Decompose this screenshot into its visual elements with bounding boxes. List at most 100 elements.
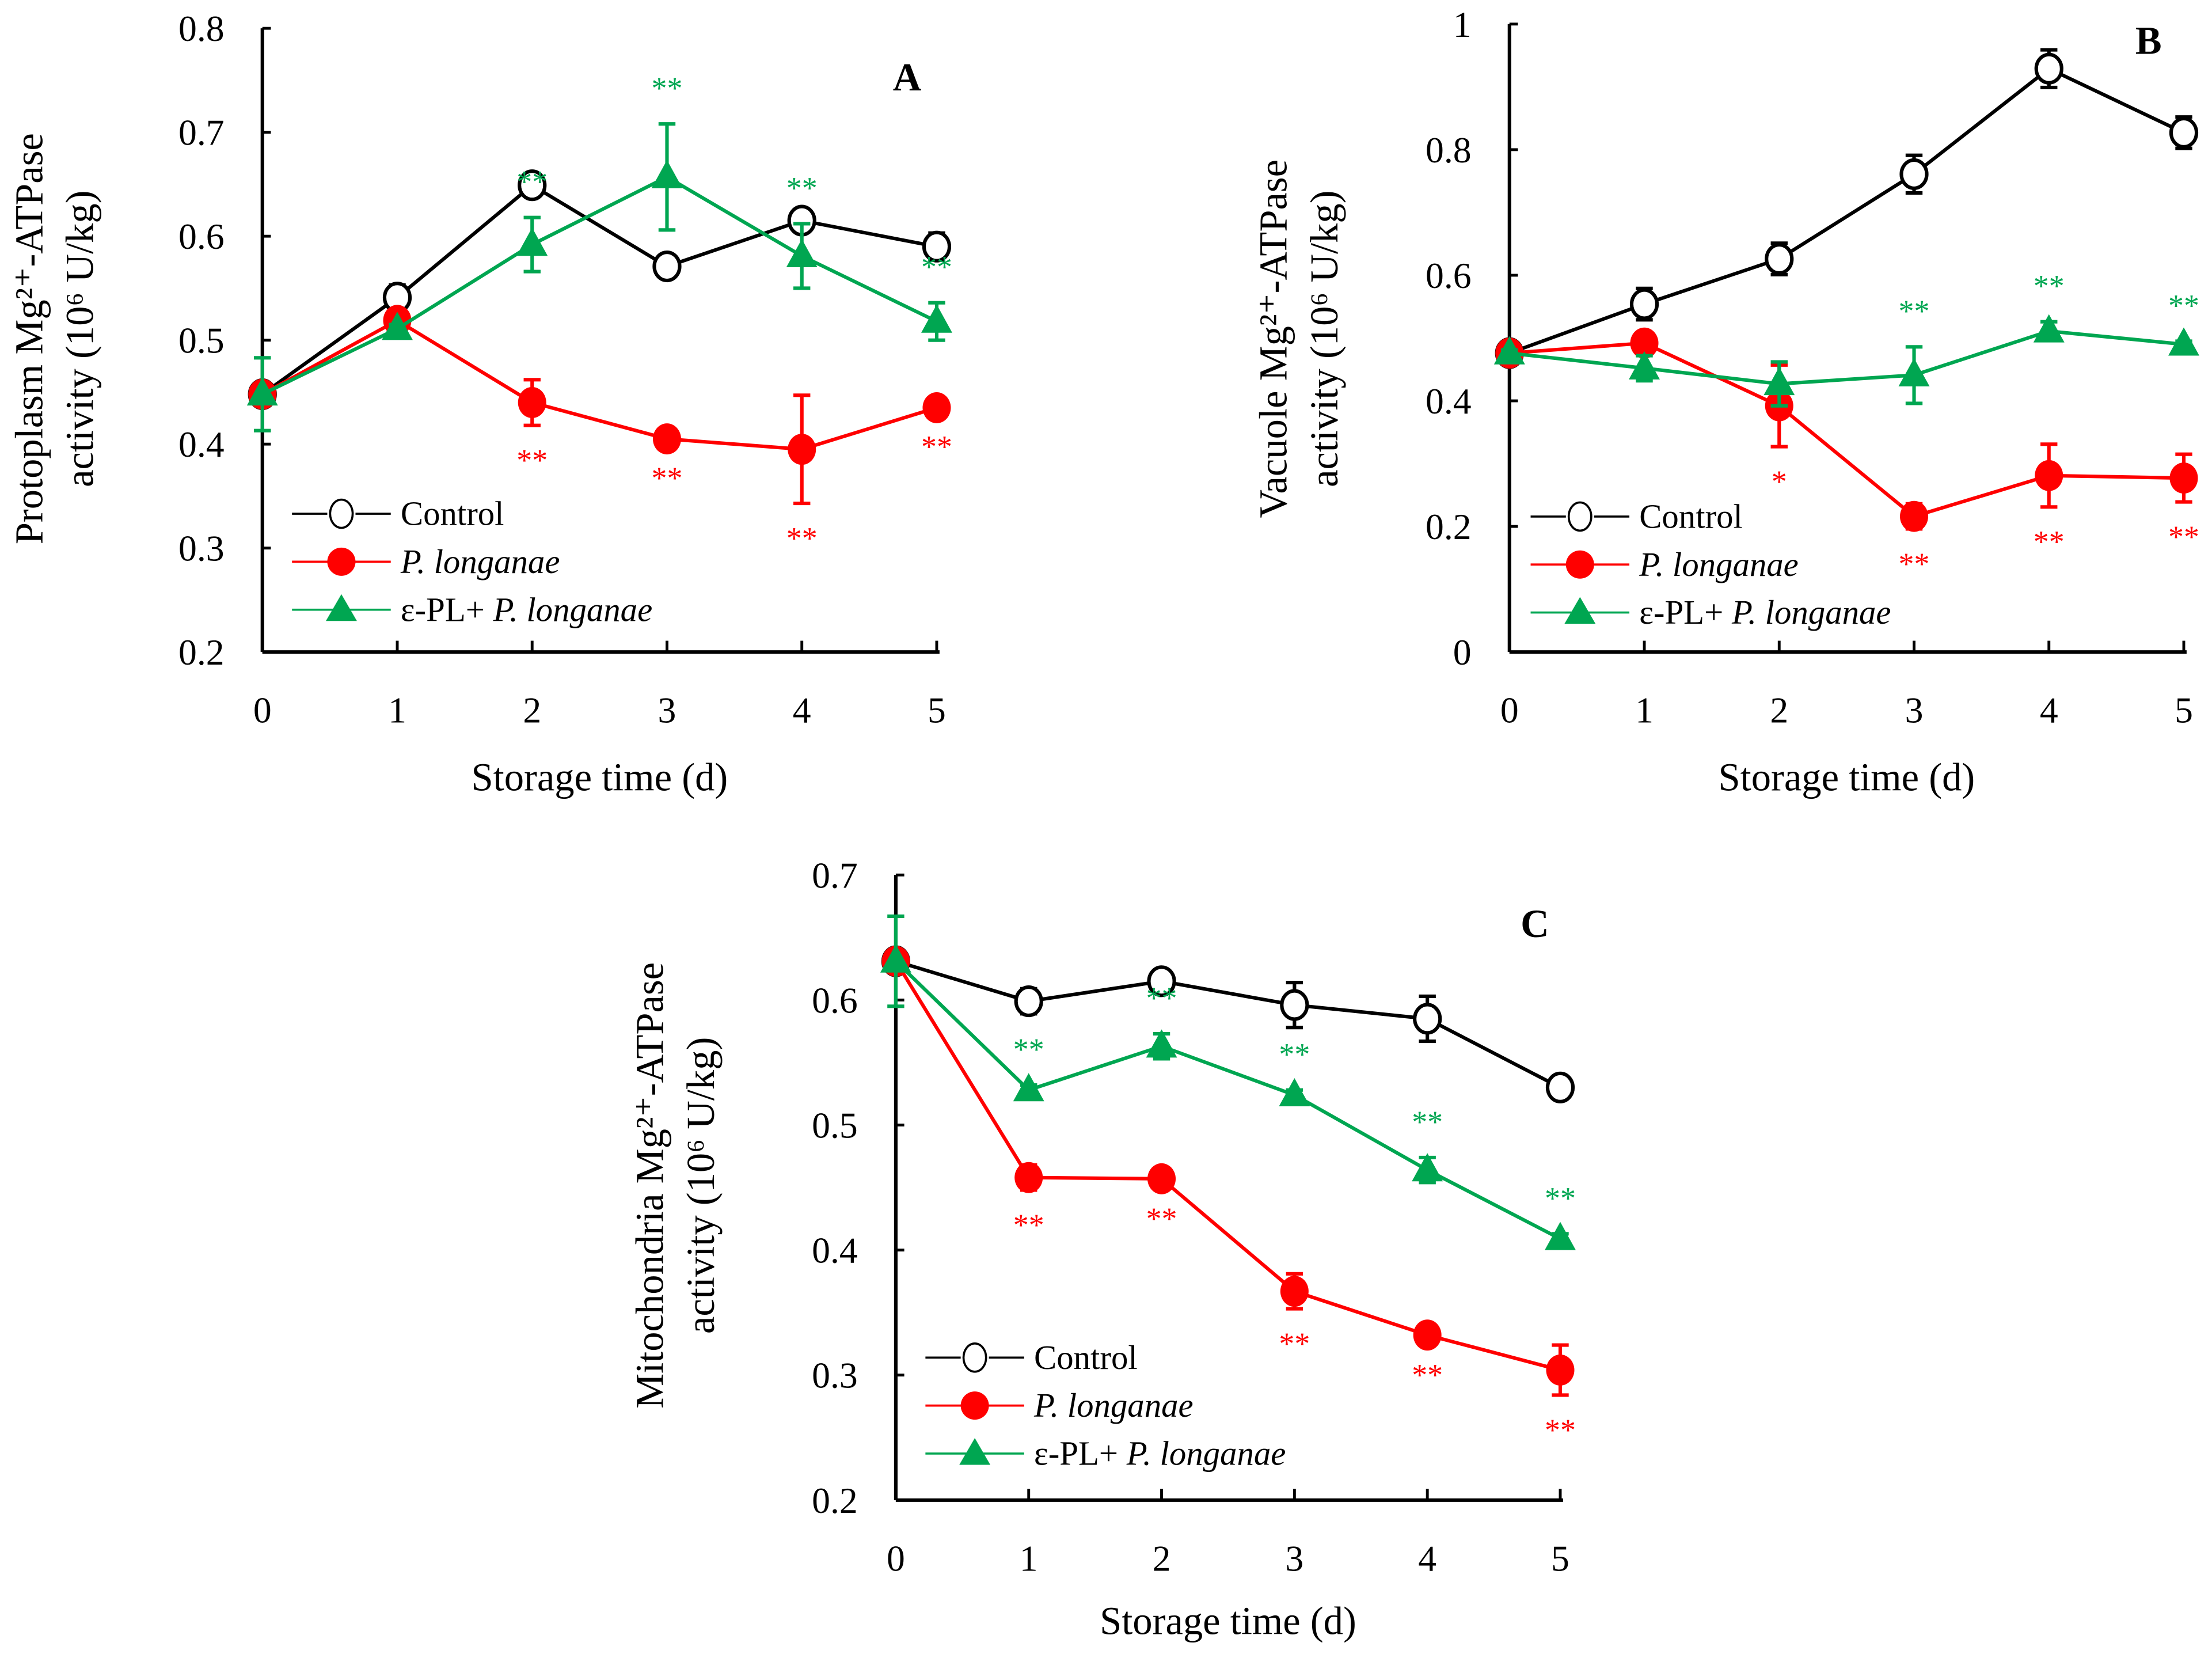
y-tick-label: 0.8 bbox=[1426, 130, 1472, 170]
data-point-triangle bbox=[1412, 1153, 1443, 1182]
x-tick-label: 5 bbox=[2175, 690, 2193, 731]
legend-epl-prefix: ε-PL+ bbox=[1034, 1435, 1127, 1473]
y-tick-label: 0.7 bbox=[178, 112, 225, 153]
legend-label-control: Control bbox=[1034, 1339, 1138, 1376]
data-point-circle-filled bbox=[1546, 1355, 1575, 1386]
significance-marker: ** bbox=[921, 430, 952, 464]
data-point-circle-open bbox=[1280, 989, 1309, 1021]
y-tick-label: 0.4 bbox=[1426, 381, 1472, 422]
data-point-triangle bbox=[1146, 1029, 1177, 1058]
significance-marker: ** bbox=[1545, 1413, 1576, 1447]
series-line bbox=[1509, 329, 2184, 386]
significance-marker: ** bbox=[786, 170, 818, 205]
data-point-circle-filled bbox=[2169, 462, 2198, 494]
significance-marker: ** bbox=[516, 165, 548, 199]
data-point-triangle bbox=[786, 239, 818, 268]
legend-circle-filled-icon bbox=[327, 547, 356, 576]
y-tick-label: 0.2 bbox=[178, 632, 225, 673]
significance-marker: ** bbox=[2168, 288, 2199, 323]
significance-marker: ** bbox=[1279, 1326, 1310, 1361]
legend-circle-filled-icon bbox=[1565, 550, 1594, 579]
y-axis-label: activity (10⁶ U/kg) bbox=[58, 191, 102, 487]
data-point-circle-open bbox=[922, 230, 952, 263]
series-line bbox=[1509, 341, 2184, 519]
legend-label-epl: ε-PL+ P. longanae bbox=[1034, 1435, 1286, 1473]
series-line bbox=[895, 959, 1561, 1090]
series-line bbox=[1508, 66, 2185, 355]
series-pathogen: ** ** ** ** bbox=[248, 305, 952, 555]
legend-triangle-icon bbox=[959, 1437, 991, 1465]
data-point-triangle bbox=[1898, 358, 1930, 386]
series-pathogen: ** ** ** ** ** bbox=[881, 946, 1576, 1447]
x-tick-label: 4 bbox=[2040, 690, 2058, 731]
x-axis-label: Storage time (d) bbox=[1100, 1599, 1356, 1643]
x-tick-label: 0 bbox=[887, 1538, 905, 1579]
significance-marker: ** bbox=[1146, 981, 1177, 1015]
x-tick-label: 4 bbox=[1418, 1538, 1436, 1579]
y-tick-label: 0.6 bbox=[1426, 255, 1472, 296]
panel-c: 0.2 0.3 0.4 0.5 0.6 0.7 0 1 2 3 4 5 Storage time (d)… bbox=[628, 855, 1576, 1643]
significance-marker: ** bbox=[1279, 1037, 1310, 1072]
data-point-circle-open bbox=[1629, 288, 1659, 320]
y-axis-label: Vacuole Mg²⁺-ATPase bbox=[1252, 160, 1295, 518]
legend-epl-species: P. longanae bbox=[1126, 1435, 1286, 1473]
x-tick-label: 2 bbox=[1153, 1538, 1171, 1579]
y-tick-label: 0.3 bbox=[812, 1355, 858, 1396]
y-tick-label: 0.5 bbox=[812, 1105, 858, 1146]
data-point-circle-filled bbox=[1147, 1163, 1176, 1194]
panel-a: 0.2 0.3 0.4 0.5 0.6 0.7 0.8 0 1 2 3 4 5 Storage time … bbox=[7, 8, 952, 799]
significance-marker: ** bbox=[1545, 1181, 1576, 1215]
legend-circle-open-icon bbox=[962, 1342, 987, 1373]
significance-marker: ** bbox=[2034, 269, 2065, 304]
significance-marker: ** bbox=[2168, 519, 2199, 554]
significance-marker: * bbox=[1772, 464, 1787, 499]
legend-label-control: Control bbox=[401, 495, 504, 533]
data-point-circle-filled bbox=[1280, 1276, 1309, 1307]
data-point-circle-filled bbox=[1014, 1162, 1043, 1193]
y-tick-label: 0.6 bbox=[178, 216, 225, 257]
panel-letter: C bbox=[1521, 902, 1549, 946]
data-point-triangle bbox=[1629, 351, 1660, 380]
y-axis-label: Mitochondria Mg²⁺-ATPase bbox=[628, 962, 672, 1409]
data-point-circle-filled bbox=[1413, 1319, 1442, 1351]
data-point-triangle bbox=[1493, 336, 1525, 365]
data-point-triangle bbox=[246, 377, 278, 406]
y-axis-label: activity (10⁶ U/kg) bbox=[1302, 191, 1346, 487]
data-point-triangle bbox=[921, 304, 952, 333]
data-point-circle-open bbox=[518, 169, 547, 202]
legend-label-pathogen: P. longanae bbox=[1639, 546, 1799, 583]
significance-marker: ** bbox=[786, 521, 818, 555]
data-point-circle-open bbox=[1413, 1003, 1442, 1035]
x-tick-label: 3 bbox=[658, 690, 676, 731]
y-tick-label: 0.8 bbox=[178, 8, 225, 49]
data-point-triangle bbox=[651, 160, 683, 188]
legend-label-epl: ε-PL+ P. longanae bbox=[401, 591, 652, 628]
x-tick-label: 3 bbox=[1905, 690, 1924, 731]
significance-marker: ** bbox=[2034, 525, 2065, 559]
y-tick-label: 1 bbox=[1453, 4, 1472, 45]
data-point-circle-open bbox=[1765, 243, 1794, 275]
data-point-circle-filled bbox=[652, 423, 681, 455]
series-control bbox=[1495, 48, 2199, 369]
data-point-circle-filled bbox=[1630, 327, 1659, 359]
x-tick-label: 2 bbox=[523, 690, 541, 731]
series-epl: ** ** ** bbox=[1493, 269, 2199, 408]
y-tick-label: 0.2 bbox=[1426, 506, 1472, 547]
panel-letter: B bbox=[2135, 18, 2162, 62]
legend-epl-prefix: ε-PL+ bbox=[1639, 594, 1732, 631]
x-tick-label: 2 bbox=[1770, 690, 1788, 731]
legend-label-pathogen: P. longanae bbox=[1033, 1387, 1194, 1424]
data-point-triangle bbox=[516, 227, 548, 256]
data-point-circle-open bbox=[1899, 158, 1929, 190]
y-tick-label: 0.3 bbox=[178, 528, 225, 569]
legend-triangle-icon bbox=[326, 594, 357, 621]
x-tick-label: 1 bbox=[1020, 1538, 1038, 1579]
x-tick-label: 1 bbox=[388, 690, 406, 731]
data-point-triangle bbox=[2033, 314, 2065, 343]
series-line bbox=[261, 174, 938, 396]
panel-b: 0 0.2 0.4 0.6 0.8 1 0 1 2 3 4 5 Storage time (d) Vacu… bbox=[1252, 4, 2199, 799]
data-point-circle-filled bbox=[518, 387, 546, 418]
significance-marker: ** bbox=[652, 71, 683, 105]
